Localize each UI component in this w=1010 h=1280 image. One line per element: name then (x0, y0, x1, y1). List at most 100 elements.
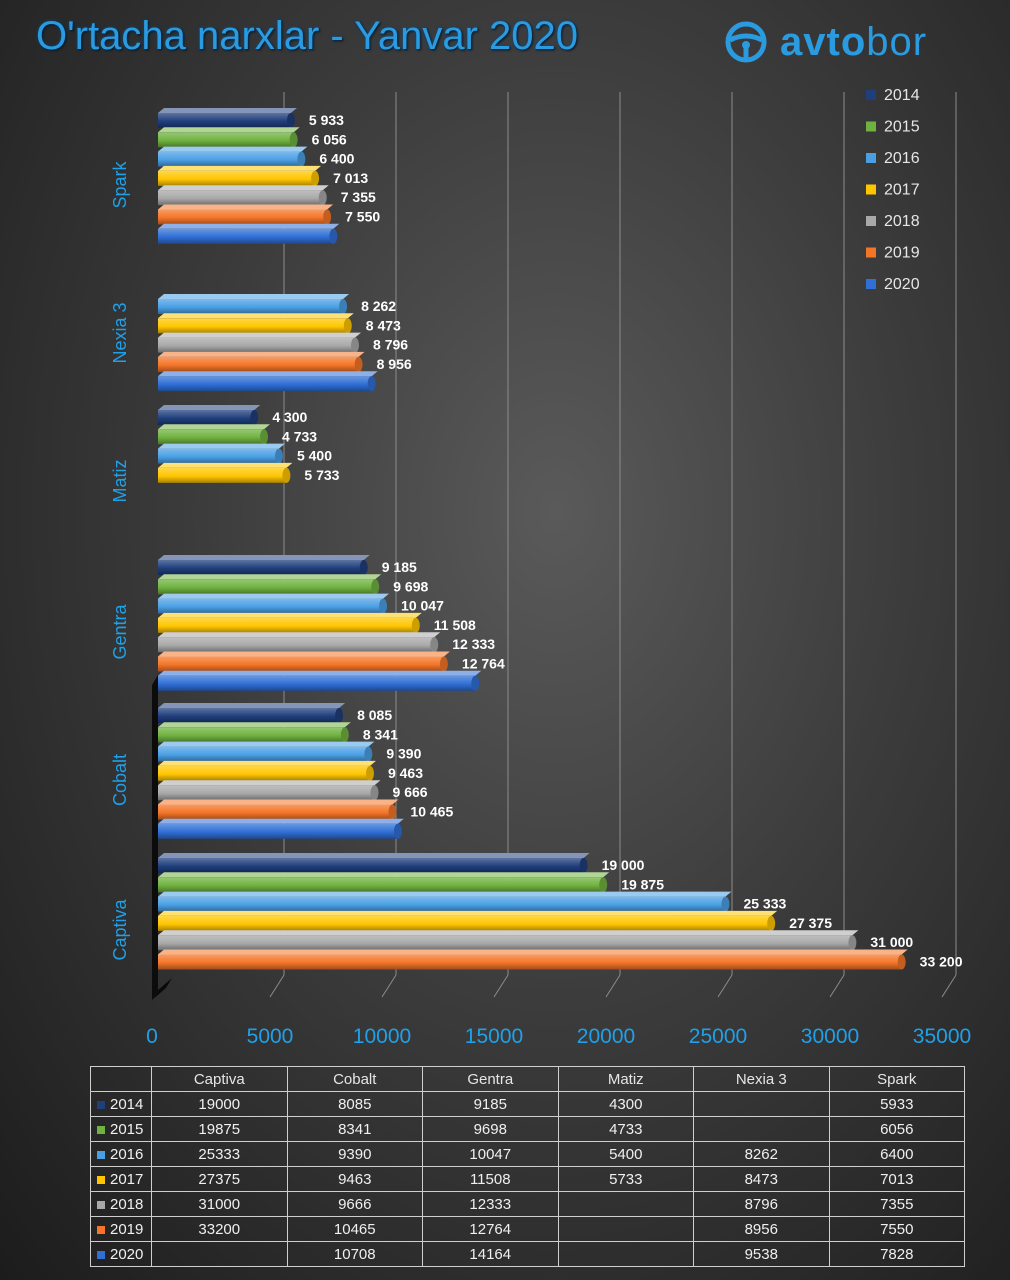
bar-top-spark-2018 (158, 185, 329, 191)
bar-top-nexia-3-2020 (158, 371, 378, 377)
bar-cap-nexia-3-2020 (367, 376, 376, 392)
table-cell: 5400 (557, 1141, 694, 1167)
table-row: 2015 19875 8341 9698 4733 6056 (90, 1116, 965, 1142)
bar-cobalt-2016 (158, 746, 369, 762)
bar-cap-captiva-2015 (599, 877, 608, 893)
chart-floor (152, 978, 172, 1000)
bar-captiva-2018 (158, 935, 853, 951)
table-cell: 19000 (151, 1091, 288, 1117)
bar-cap-cobalt-2020 (393, 823, 402, 839)
bar-top-gentra-2017 (158, 612, 422, 618)
table-cell: 19875 (151, 1116, 288, 1142)
bar-cap-cobalt-2019 (388, 804, 397, 820)
bar-gentra-2018 (158, 637, 435, 653)
bar-top-captiva-2016 (158, 891, 732, 897)
bar-spark-2018 (158, 190, 323, 206)
data-label-matiz-2017: 5 733 (304, 467, 339, 483)
table-cell: 6400 (828, 1141, 965, 1167)
table-cell: 8473 (693, 1166, 830, 1192)
table-cell (557, 1191, 694, 1217)
data-label-captiva-2016: 25 333 (743, 896, 786, 912)
bar-cap-spark-2020 (329, 228, 338, 244)
brand-name-bold: avto (780, 19, 867, 64)
bar-cap-cobalt-2018 (370, 785, 379, 801)
data-label-cobalt-2015: 8 341 (363, 726, 398, 742)
table-row-year: 2020 (110, 1245, 144, 1263)
bar-cap-captiva-2017 (767, 915, 776, 931)
bar-cap-gentra-2017 (411, 617, 420, 633)
data-table: Captiva Cobalt Gentra Matiz Nexia 3 Spark 201… (90, 1066, 965, 1267)
bar-spark-2020 (158, 228, 334, 244)
table-cell: 31000 (151, 1191, 288, 1217)
table-cell (557, 1241, 694, 1267)
legend-key-icon (97, 1125, 105, 1134)
bar-spark-2016 (158, 151, 302, 167)
legend-swatch-2017 (866, 184, 876, 195)
x-axis-ticks: 0 5000 10000 15000 20000 25000 30000 35000 (146, 1025, 971, 1048)
bar-cap-spark-2014 (286, 113, 295, 128)
table-header-row: Captiva Cobalt Gentra Matiz Nexia 3 Spark (90, 1066, 965, 1092)
legend-swatch-2015 (866, 121, 876, 132)
table-cell: 7828 (828, 1241, 965, 1267)
table-cell: 7550 (828, 1216, 965, 1242)
legend-label-2019: 2019 (884, 245, 920, 262)
table-cell: 33200 (151, 1216, 288, 1242)
table-cell: 10047 (422, 1141, 559, 1167)
table-cell: 11508 (422, 1166, 559, 1192)
bar-top-gentra-2016 (158, 593, 390, 599)
legend-key-icon (97, 1150, 105, 1159)
bar-top-nexia-3-2019 (158, 351, 365, 357)
table-cell: 6056 (828, 1116, 965, 1142)
bar-matiz-2016 (158, 448, 279, 464)
table-cell: 5733 (557, 1166, 694, 1192)
bar-cap-gentra-2018 (430, 637, 439, 653)
table-row: 2018 31000 9666 12333 8796 7355 (90, 1191, 965, 1217)
table-column-header: Gentra (422, 1066, 559, 1092)
bar-cap-spark-2018 (318, 190, 327, 206)
bar-top-cobalt-2017 (158, 760, 376, 766)
bar-top-cobalt-2019 (158, 799, 399, 805)
bar-top-gentra-2018 (158, 632, 441, 638)
bar-top-matiz-2015 (158, 424, 271, 430)
legend-key-icon (97, 1225, 105, 1234)
data-label-spark-2014: 5 933 (309, 112, 344, 128)
bar-cap-matiz-2015 (260, 429, 269, 445)
x-tick-label: 15000 (465, 1025, 523, 1048)
x-tick-label: 30000 (801, 1025, 859, 1048)
legend-label-2014: 2014 (884, 87, 920, 104)
bar-cobalt-2018 (158, 785, 375, 801)
bar-cap-spark-2016 (297, 151, 306, 167)
category-label-gentra: Gentra (110, 603, 130, 659)
table-corner-cell (90, 1066, 152, 1092)
bar-cap-captiva-2016 (721, 896, 730, 912)
bar-captiva-2019 (158, 954, 902, 970)
table-row-label: 2017 (90, 1166, 152, 1192)
bar-cap-captiva-2019 (897, 954, 906, 970)
table-column-header: Nexia 3 (693, 1066, 830, 1092)
gridline (493, 974, 509, 998)
data-label-gentra-2014: 9 185 (382, 559, 417, 575)
bar-top-gentra-2019 (158, 651, 450, 657)
data-label-matiz-2015: 4 733 (282, 428, 317, 444)
table-column-header: Captiva (151, 1066, 288, 1092)
bar-top-spark-2014 (158, 108, 297, 113)
table-row-year: 2016 (110, 1145, 144, 1163)
bar-group-cobalt: 8 085 8 341 9 390 9 463 9 666 10 465 Cobalt (110, 703, 453, 839)
bar-top-matiz-2014 (158, 405, 261, 410)
table-row-year: 2017 (110, 1170, 144, 1188)
x-tick-label: 5000 (247, 1025, 294, 1048)
table-cell: 8262 (693, 1141, 830, 1167)
data-label-captiva-2019: 33 200 (920, 954, 963, 970)
bar-cap-captiva-2018 (848, 935, 857, 951)
brand-logo: avtobor (724, 14, 927, 70)
category-label-captiva: Captiva (110, 898, 130, 960)
data-label-matiz-2014: 4 300 (272, 409, 307, 425)
table-row: 2020 10708 14164 9538 7828 (90, 1241, 965, 1267)
table-cell: 8796 (693, 1191, 830, 1217)
bar-top-gentra-2015 (158, 574, 382, 580)
table-cell: 8085 (286, 1091, 423, 1117)
data-label-nexia-3-2016: 8 262 (361, 298, 396, 314)
table-cell: 25333 (151, 1141, 288, 1167)
table-cell: 8956 (693, 1216, 830, 1242)
